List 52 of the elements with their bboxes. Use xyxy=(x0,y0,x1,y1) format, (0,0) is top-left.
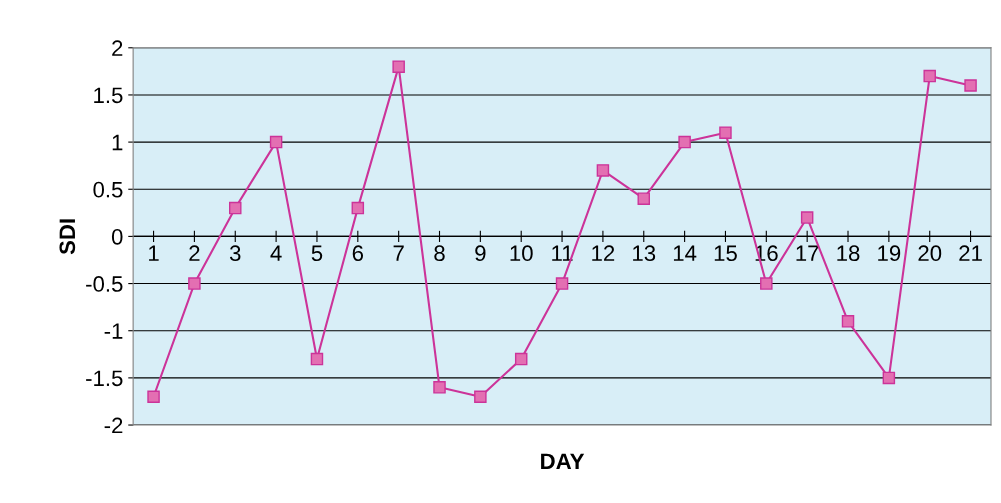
x-tick-label: 18 xyxy=(837,245,860,262)
point xyxy=(923,69,936,83)
point xyxy=(882,371,896,385)
y-tick-label: -1.5 xyxy=(86,370,123,387)
y-tick-label: -2 xyxy=(104,417,123,434)
y-tick-label: 1.5 xyxy=(94,87,123,104)
x-tick-label: 15 xyxy=(714,245,737,262)
x-tick-label: 7 xyxy=(393,245,404,261)
point xyxy=(351,201,365,215)
point xyxy=(392,60,405,73)
point xyxy=(719,126,732,139)
point xyxy=(760,277,773,290)
point xyxy=(678,135,691,149)
x-tick-label: 4 xyxy=(270,245,282,261)
x-tick-label: 21 xyxy=(959,245,982,261)
y-tick-label: -1 xyxy=(104,323,123,339)
point xyxy=(841,315,855,328)
x-tick-label: 5 xyxy=(311,245,323,262)
point xyxy=(147,390,160,403)
y-tick-label: 0 xyxy=(111,228,123,245)
x-tick-label: 19 xyxy=(878,245,901,262)
y-tick-label: 1 xyxy=(112,134,123,151)
point xyxy=(433,381,446,394)
x-tick-label: 11 xyxy=(552,245,573,261)
point xyxy=(474,390,487,403)
point xyxy=(514,352,528,366)
point xyxy=(269,135,283,149)
x-tick-label: 9 xyxy=(475,245,486,262)
x-axis-title: DAY xyxy=(541,453,585,469)
point xyxy=(310,352,324,366)
point xyxy=(637,192,651,205)
x-tick-label: 17 xyxy=(796,245,819,261)
point xyxy=(800,211,814,224)
x-tick-label: 8 xyxy=(434,245,445,262)
x-tick-label: 3 xyxy=(229,245,241,262)
point xyxy=(229,201,242,215)
point xyxy=(596,164,610,177)
y-tick-label: -0.5 xyxy=(86,276,123,292)
y-axis-title: SDI xyxy=(59,219,76,255)
x-tick-label: 1 xyxy=(149,245,159,261)
x-tick-label: 20 xyxy=(918,245,942,262)
y-tick-label: 0.5 xyxy=(93,181,123,198)
y-tick-label: 2 xyxy=(112,40,123,56)
x-tick-label: 10 xyxy=(510,245,533,262)
point xyxy=(964,79,977,92)
x-tick-label: 14 xyxy=(673,245,697,261)
point xyxy=(188,277,201,290)
x-tick-label: 12 xyxy=(592,245,615,261)
point xyxy=(555,277,569,290)
x-tick-label: 6 xyxy=(352,245,364,262)
x-tick-label: 2 xyxy=(189,245,200,261)
x-tick-label: 13 xyxy=(633,245,656,262)
